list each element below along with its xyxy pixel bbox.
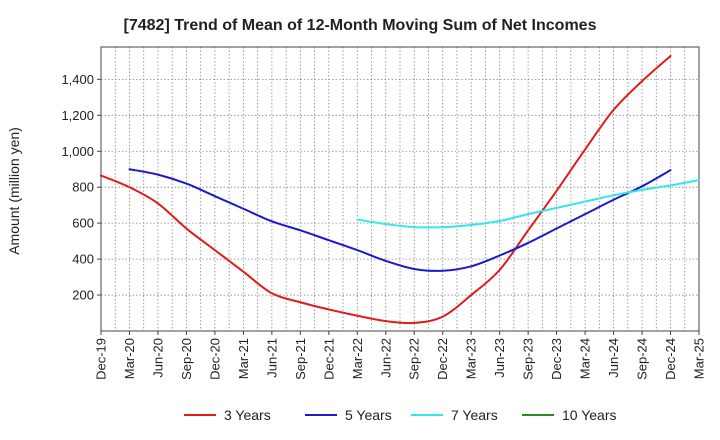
x-tick-label: Jun-20 (150, 338, 165, 378)
x-tick-label: Dec-19 (94, 338, 109, 380)
x-tick-label: Sep-20 (179, 338, 194, 380)
x-tick-label: Jun-21 (264, 338, 279, 378)
y-tick-label: 800 (72, 180, 94, 195)
legend-label-3-years: 3 Years (224, 407, 271, 423)
x-tick-label: Sep-22 (407, 338, 422, 380)
chart-title: [7482] Trend of Mean of 12-Month Moving … (124, 17, 597, 34)
y-tick-label: 200 (72, 288, 94, 303)
x-tick-label: Jun-23 (492, 338, 507, 378)
y-tick-label: 600 (72, 216, 94, 231)
x-tick-label: Dec-22 (435, 338, 450, 380)
x-tick-label: Jun-22 (378, 338, 393, 378)
series-line-7-years (356, 179, 700, 229)
y-tick-label: 1,000 (61, 144, 94, 159)
x-tick-label: Sep-24 (635, 338, 650, 380)
legend-label-5-years: 5 Years (345, 407, 392, 423)
legend-label-7-years: 7 Years (451, 407, 498, 423)
series-line-5-years (128, 168, 672, 272)
legend: 3 Years 5 Years 7 Years 10 Years (184, 407, 617, 423)
y-tick-label: 400 (72, 252, 94, 267)
x-tick-label: Mar-20 (122, 338, 137, 379)
legend-label-10-years: 10 Years (562, 407, 617, 423)
y-tick-label: 1,200 (61, 108, 94, 123)
x-axis-ticks: Dec-19 Mar-20 Jun-20 Sep-20 Dec-20 Mar-21 Jun-… (94, 331, 707, 380)
grid-lines (101, 47, 699, 331)
x-tick-label: Mar-21 (236, 338, 251, 379)
series-lines (100, 54, 700, 325)
plot-area-frame (100, 46, 700, 332)
y-tick-label: 1,400 (61, 72, 94, 87)
x-tick-label: Dec-21 (321, 338, 336, 380)
x-tick-label: Mar-22 (350, 338, 365, 379)
x-tick-label: Mar-23 (464, 338, 479, 379)
x-tick-label: Mar-24 (578, 338, 593, 379)
y-axis-label: Amount (million yen) (6, 127, 22, 255)
x-tick-label: Dec-23 (549, 338, 564, 380)
x-tick-label: Sep-23 (521, 338, 536, 380)
series-line-3-years (100, 54, 672, 325)
x-tick-label: Jun-24 (606, 338, 621, 378)
x-tick-label: Dec-20 (207, 338, 222, 380)
y-axis-ticks: 200 400 600 800 1,000 1,200 1,400 (61, 72, 101, 303)
x-tick-label: Mar-25 (692, 338, 707, 379)
x-tick-label: Sep-21 (293, 338, 308, 380)
x-tick-label: Dec-24 (663, 338, 678, 380)
